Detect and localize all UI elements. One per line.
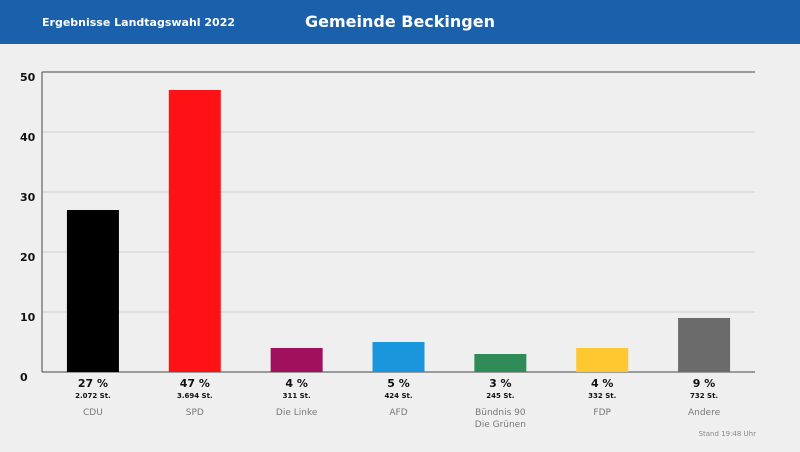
- y-tick-label: 40: [20, 131, 36, 144]
- y-tick-label: 30: [20, 191, 36, 204]
- value-label: 47 %: [179, 377, 210, 390]
- bar: [168, 90, 221, 372]
- x-tick-label: AFD: [389, 408, 408, 418]
- value-label: 4 %: [590, 377, 614, 390]
- bar: [678, 318, 731, 372]
- y-tick-label: 50: [20, 71, 36, 84]
- vote-label: 732 St.: [690, 392, 719, 400]
- value-label: 5 %: [387, 377, 410, 390]
- vote-label: 424 St.: [384, 392, 413, 400]
- vote-label: 2.072 St.: [75, 392, 111, 400]
- value-label: 9 %: [692, 377, 716, 390]
- bar: [372, 342, 425, 372]
- y-tick-label: 20: [20, 251, 36, 264]
- bar: [474, 354, 527, 372]
- x-tick-label: Andere: [687, 408, 721, 418]
- timestamp: Stand 19:48 Uhr: [698, 430, 756, 438]
- vote-label: 311 St.: [282, 392, 311, 400]
- x-tick-label: FDP: [593, 408, 611, 418]
- value-label: 27 %: [77, 377, 108, 390]
- header: Ergebnisse Landtagswahl 2022 Gemeinde Be…: [0, 0, 800, 44]
- x-tick-label: Die Linke: [275, 408, 318, 418]
- chart-title: Gemeinde Beckingen: [305, 12, 495, 31]
- bar: [270, 348, 323, 372]
- x-tick-label: SPD: [185, 408, 204, 418]
- value-label: 3 %: [489, 377, 512, 390]
- header-label: Ergebnisse Landtagswahl 2022: [42, 16, 236, 29]
- x-tick-label: CDU: [83, 408, 103, 418]
- vote-label: 3.694 St.: [176, 392, 213, 400]
- x-tick-label: Bündnis 90 Die Grünen: [474, 408, 526, 430]
- y-tick-label: 10: [20, 311, 36, 324]
- bar: [576, 348, 629, 372]
- bar: [66, 210, 119, 372]
- vote-label: 332 St.: [588, 392, 617, 400]
- y-tick-label: 0: [20, 371, 28, 384]
- value-label: 4 %: [285, 377, 308, 390]
- vote-label: 245 St.: [486, 392, 515, 400]
